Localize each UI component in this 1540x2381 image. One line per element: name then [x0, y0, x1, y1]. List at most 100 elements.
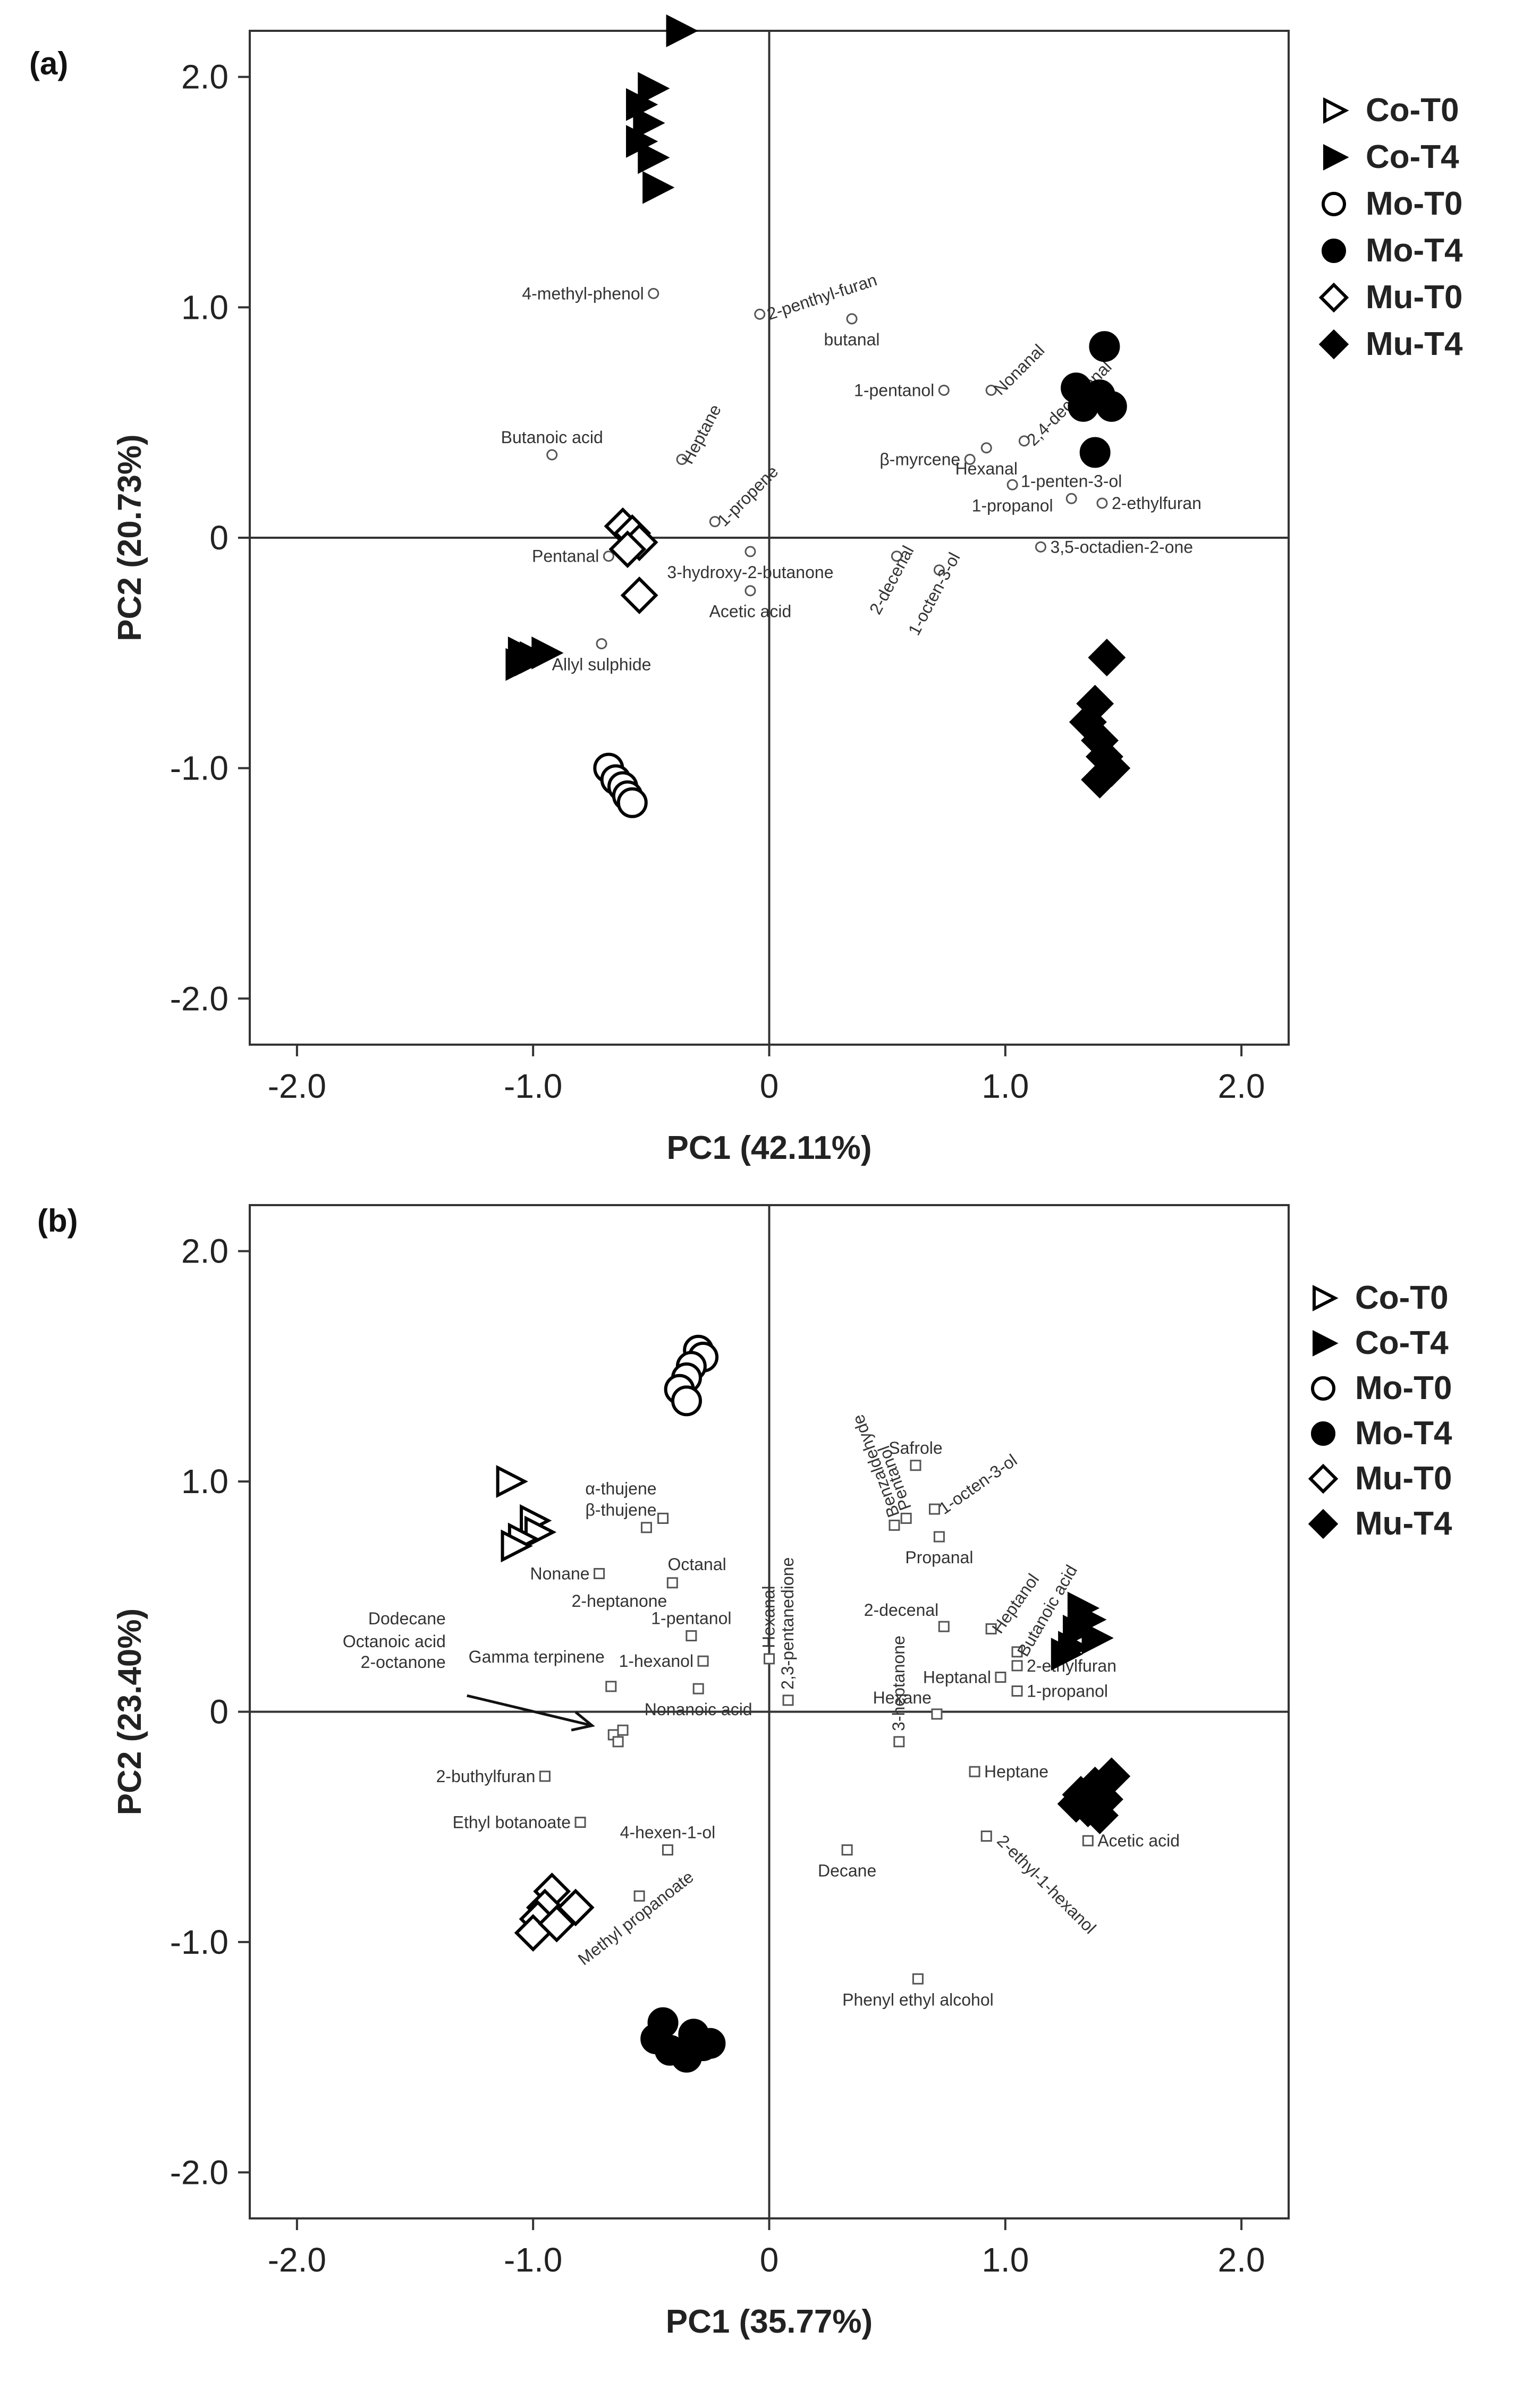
x-tick-label: 0 — [760, 1067, 779, 1105]
variable-label: 2-ethyl-1-hexanol — [993, 1831, 1099, 1937]
legend-item: Mu-T4 — [1308, 1505, 1452, 1542]
legend-label: Mu-T0 — [1355, 1460, 1452, 1497]
data-point — [515, 643, 547, 676]
variable-label: 2-ethylfuran — [1112, 494, 1201, 513]
variable-marker — [893, 1736, 905, 1748]
legend: Co-T0 Co-T4 Mo-T0 Mo-T4 Mu-T0 Mu-T4 — [1318, 92, 1463, 362]
variable-marker — [596, 638, 607, 649]
variable-marker — [933, 1531, 945, 1543]
series-co-t4 — [1051, 1591, 1114, 1671]
y-tick-label: -1.0 — [170, 1923, 229, 1961]
legend-label: Co-T4 — [1366, 139, 1459, 175]
variable-marker — [744, 585, 756, 597]
legend-item: Mo-T4 — [1311, 1415, 1452, 1452]
variable-marker — [929, 1503, 941, 1515]
legend: Co-T0 Co-T4 Mo-T0 Mo-T4 Mu-T0 Mu-T4 — [1308, 1280, 1452, 1542]
variable-label: 1-octen-3-ol — [904, 549, 964, 639]
variable-marker — [910, 1460, 921, 1471]
variable-marker — [980, 1831, 992, 1842]
legend-marker — [1313, 1285, 1339, 1311]
variable-label: Allyl sulphide — [552, 655, 651, 674]
series-mo-t4 — [1061, 331, 1127, 468]
variable-marker — [692, 1683, 704, 1694]
variable-marker — [617, 1724, 629, 1736]
y-tick-label: 2.0 — [181, 58, 229, 96]
variable-label: Safrole — [889, 1438, 942, 1458]
variable-label: Octanal — [667, 1555, 726, 1574]
variable-label: Nonane — [530, 1564, 589, 1583]
variable-marker — [980, 442, 992, 454]
variable-label: Octanoic acid — [343, 1632, 446, 1651]
legend-item: Co-T4 — [1323, 139, 1459, 175]
variable-marker — [938, 1621, 950, 1632]
y-tick-label: -2.0 — [170, 2153, 229, 2191]
variable-marker — [1082, 1835, 1094, 1846]
legend-item: Co-T0 — [1323, 92, 1459, 129]
variable-marker — [754, 308, 766, 320]
variable-marker — [985, 384, 997, 396]
legend-label: Mo-T4 — [1355, 1415, 1452, 1452]
x-axis-label: PC1 (42.11%) — [667, 1130, 872, 1166]
legend-marker — [1322, 192, 1346, 216]
variable-label: 1-pentanol — [854, 380, 934, 400]
variable-label: 3-hydroxy-2-butanone — [667, 563, 833, 582]
variable-marker — [764, 1653, 775, 1665]
data-point — [678, 2019, 709, 2050]
data-point — [1089, 331, 1120, 362]
variable-marker — [938, 384, 950, 396]
variable-label: α-thujene — [585, 1479, 656, 1498]
x-tick-label: 2.0 — [1218, 1067, 1265, 1105]
data-point — [1096, 391, 1127, 422]
variable-marker — [676, 454, 688, 465]
variable-label: Ethyl botanoate — [453, 1813, 571, 1832]
x-axis-label: PC1 (35.77%) — [666, 2303, 873, 2340]
variable-label: 1-propene — [714, 462, 782, 530]
data-point — [671, 1385, 702, 1417]
legend-label: Co-T0 — [1355, 1280, 1449, 1316]
variable-label: 2,3-pentanedione — [778, 1557, 797, 1690]
variable-label: Acetic acid — [1097, 1831, 1180, 1850]
y-tick-label: 0 — [209, 1693, 229, 1731]
variable-marker — [1006, 479, 1018, 490]
variable-marker — [633, 1890, 645, 1902]
variable-marker — [889, 1519, 900, 1531]
x-tick-label: -1.0 — [504, 2241, 562, 2279]
y-tick-label: -1.0 — [170, 749, 229, 787]
variable-label: Dodecane — [368, 1609, 446, 1628]
variable-label: 3,5-octadien-2-one — [1050, 537, 1193, 556]
data-point — [1088, 639, 1126, 676]
legend-marker — [1311, 1376, 1335, 1401]
x-tick-label: 1.0 — [981, 1067, 1029, 1105]
variable-label: 2-heptanone — [572, 1591, 667, 1611]
data-point — [620, 576, 658, 614]
annotation-arrow-line — [467, 1694, 593, 1727]
variable-label: 2-penthyl-furan — [765, 270, 879, 324]
data-point — [608, 530, 647, 569]
x-tick-label: 0 — [760, 2241, 779, 2279]
legend-marker — [1308, 1463, 1339, 1494]
variable-marker — [1011, 1660, 1023, 1672]
variable-label: Methyl propanoate — [574, 1867, 697, 1969]
variable-marker — [912, 1973, 924, 1985]
variable-label: 2-decenal — [864, 1600, 939, 1620]
variable-marker — [995, 1671, 1006, 1683]
series-mu-t4 — [1069, 639, 1131, 799]
legend-label: Co-T0 — [1366, 92, 1459, 129]
variable-label: Hexane — [873, 1688, 932, 1707]
series-co-t0 — [496, 1465, 557, 1563]
y-tick-label: 1.0 — [181, 1462, 229, 1501]
variable-marker — [1065, 493, 1077, 504]
y-axis-label: PC2 (20.73%) — [112, 434, 148, 641]
legend-item: Mu-T0 — [1308, 1460, 1452, 1497]
variable-marker — [697, 1655, 709, 1667]
variable-marker — [662, 1844, 673, 1856]
y-tick-label: 0 — [209, 519, 229, 557]
data-point — [501, 1529, 533, 1563]
variable-label: 1-propanol — [1027, 1681, 1108, 1700]
series-co-t4 — [505, 14, 698, 681]
variable-label: 4-methyl-phenol — [522, 284, 644, 303]
variable-marker — [1035, 541, 1046, 553]
series-mo-t0 — [593, 752, 648, 818]
data-point — [1081, 760, 1119, 799]
variable-label: 1-propanol — [972, 496, 1053, 515]
